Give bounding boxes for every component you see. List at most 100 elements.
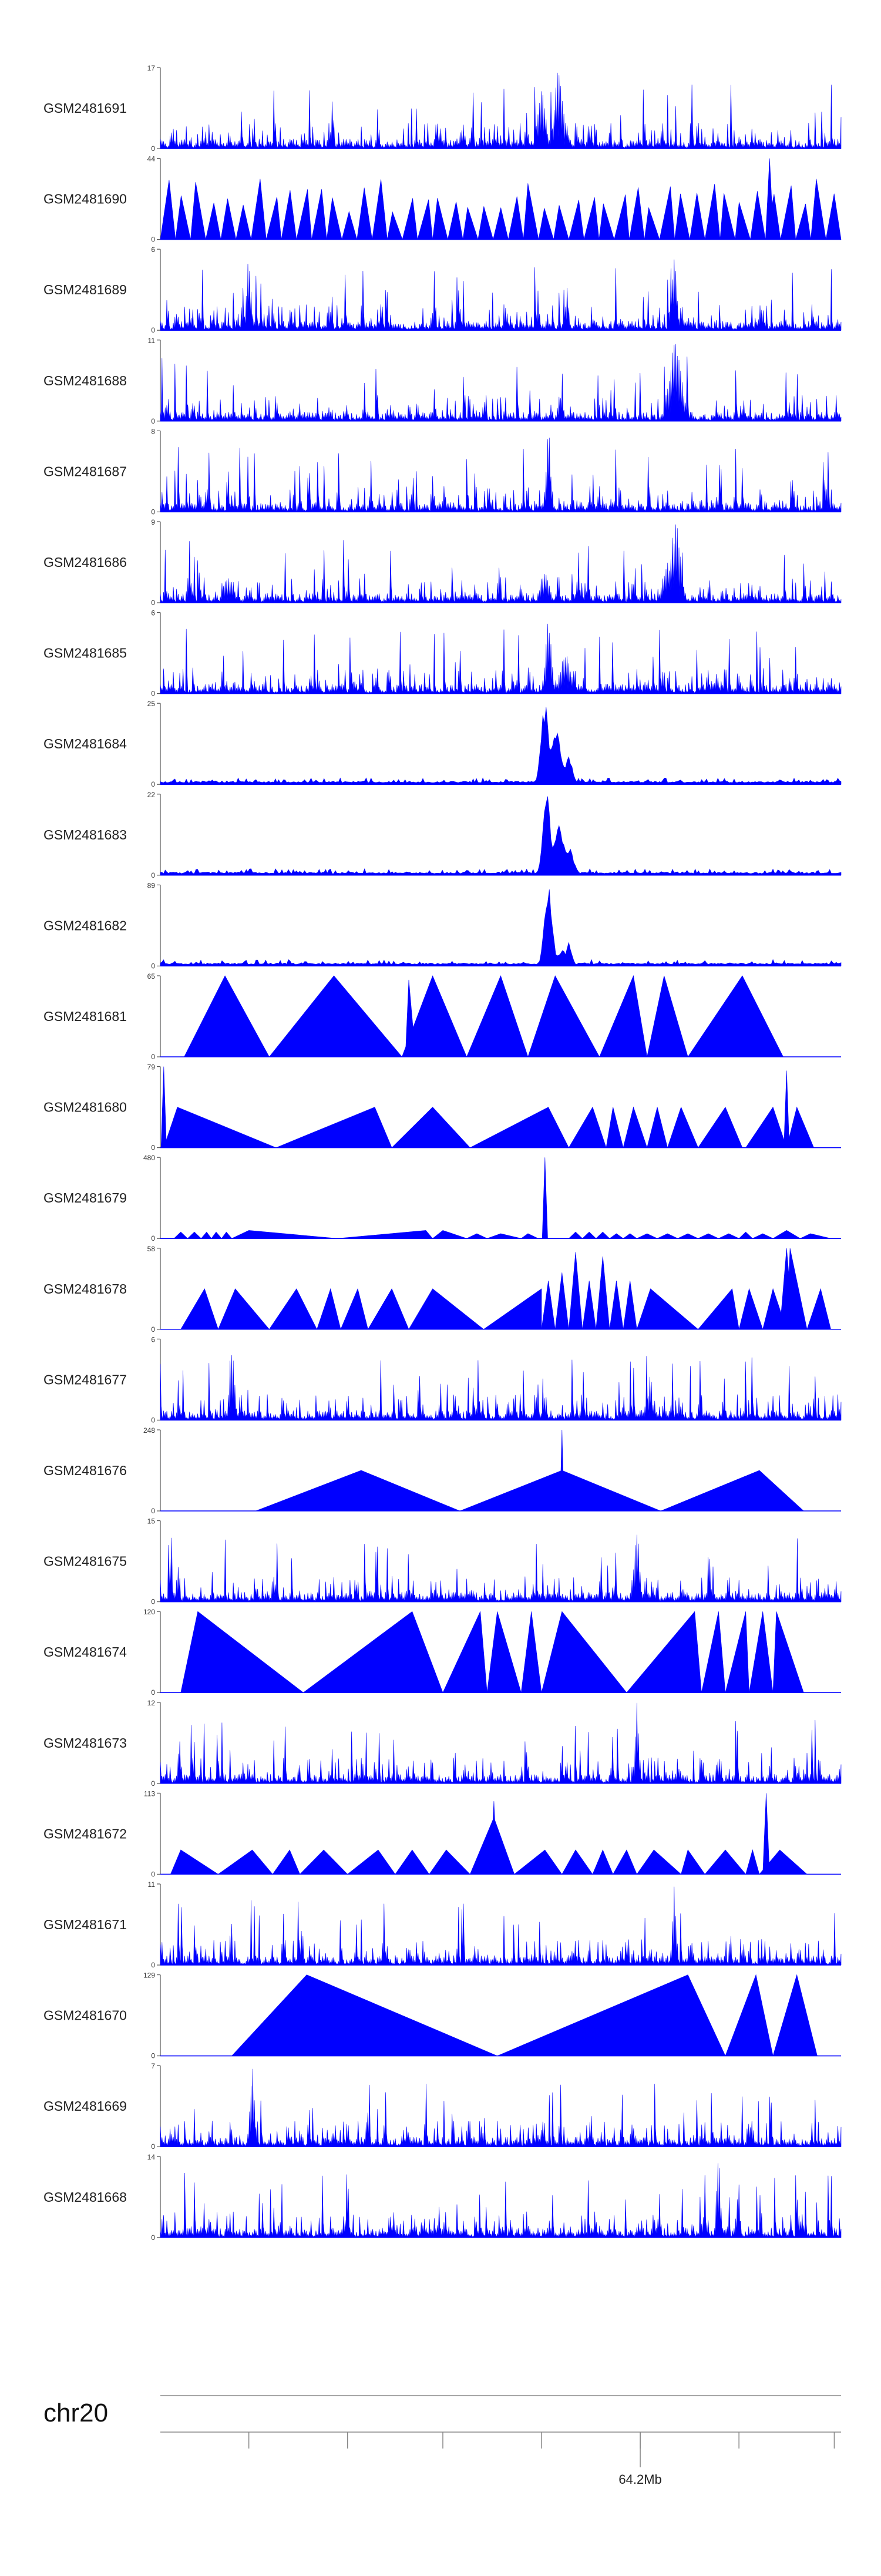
signal-triangle [644,207,660,240]
signal-triangle [800,1233,831,1239]
signal-triangle [173,1231,189,1239]
signal-triangle [772,1611,804,1693]
signal-triangle [281,190,297,240]
signal-triangle [275,1107,392,1148]
y-max-label: 113 [144,1789,155,1798]
signal-triangle [568,1106,607,1148]
signal-triangle [272,1849,301,1875]
signal-triangle [220,198,237,240]
signal-triangle [483,1288,542,1330]
signal-area [160,2068,842,2147]
signal-triangle [523,183,539,240]
track-gsm2481690: GSM2481690 44 0 [43,155,842,244]
y-max-label: 17 [147,64,156,72]
signal-peak [784,1070,790,1148]
genome-position-label: 64.2Mb [618,2472,661,2487]
y-min-label: 0 [151,1870,155,1878]
y-min-label: 0 [151,1144,155,1152]
signal-triangle [340,1288,368,1330]
track-label: GSM2481676 [43,1463,127,1478]
signal-triangle [401,975,468,1057]
signal-triangle [470,1107,569,1148]
track-gsm2481672: GSM2481672 113 0 [43,1789,841,1878]
signal-triangle [698,1233,719,1239]
signal-triangle [429,1849,471,1875]
signal-triangle [786,1106,815,1148]
track-gsm2481682: GSM2481682 89 0 [43,881,842,970]
signal-triangle [825,193,842,240]
signal-area [160,524,842,603]
y-max-label: 22 [147,791,156,799]
signal-triangle [582,1280,597,1330]
track-gsm2481673: GSM2481673 12 0 [43,1699,842,1788]
signal-triangle [674,193,690,240]
signal-triangle [326,197,342,240]
signal-area [160,259,842,331]
track-label: GSM2481690 [43,192,127,207]
y-min-label: 0 [151,2142,155,2151]
track-gsm2481676: GSM2481676 248 0 [43,1426,841,1515]
y-min-label: 0 [151,1234,155,1242]
signal-triangle [466,975,529,1057]
y-min-label: 0 [151,508,155,516]
signal-triangle [704,184,721,240]
signal-triangle [391,1107,470,1148]
y-max-label: 65 [147,972,156,980]
signal-triangle [749,1611,774,1693]
signal-triangle [614,194,630,240]
signal-triangle [311,189,327,240]
track-label: GSM2481680 [43,1100,127,1115]
y-min-label: 0 [151,690,155,698]
track-label: GSM2481671 [43,1917,127,1932]
y-min-label: 0 [151,871,155,879]
signal-triangle [236,204,251,240]
track-gsm2481688: GSM2481688 11 0 [43,337,842,425]
signal-triangle [231,1230,338,1239]
y-min-label: 0 [151,2052,155,2060]
signal-triangle [667,1106,699,1148]
signal-triangle [299,1849,348,1875]
y-max-label: 248 [143,1426,155,1435]
signal-triangle [569,200,584,240]
signal-triangle [493,207,509,240]
y-max-label: 7 [151,2062,155,2070]
signal-triangle [317,1288,341,1330]
track-gsm2481685: GSM2481685 6 0 [43,609,842,698]
track-label: GSM2481678 [43,1281,127,1297]
signal-triangle [175,195,191,240]
track-label: GSM2481673 [43,1735,127,1751]
signal-triangle [478,206,493,240]
signal-triangle [357,187,372,240]
signal-triangle [180,1288,218,1330]
signal-triangle [265,197,282,240]
signal-area [160,796,842,876]
track-gsm2481691: GSM2481691 17 0 [43,64,842,153]
signal-triangle [745,1849,760,1875]
signal-triangle [296,189,312,240]
y-min-label: 0 [151,417,155,425]
track-label: GSM2481675 [43,1554,127,1569]
y-min-label: 0 [151,1053,155,1061]
signal-triangle [205,203,221,240]
y-max-label: 8 [151,427,155,435]
signal-area [160,2163,842,2238]
signal-triangle [170,1849,219,1875]
signal-triangle [704,1849,747,1875]
signal-triangle [636,1849,682,1875]
y-max-label: 44 [147,155,156,163]
signal-peak [559,1429,564,1512]
track-label: GSM2481681 [43,1009,127,1024]
track-label: GSM2481674 [43,1644,127,1660]
signal-triangle [623,1280,637,1330]
y-min-label: 0 [151,145,155,153]
signal-area [160,1886,842,1966]
signal-triangle [417,199,433,240]
signal-triangle [745,1106,787,1148]
signal-triangle [372,179,388,240]
signal-triangle [541,1280,556,1330]
signal-area [160,72,842,149]
signal-area [160,1534,842,1603]
signal-triangle [752,1233,774,1239]
signal-triangle [637,1233,658,1239]
signal-triangle [541,1611,627,1693]
